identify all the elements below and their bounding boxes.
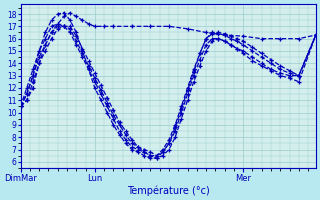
X-axis label: Température (°c): Température (°c) — [127, 185, 210, 196]
